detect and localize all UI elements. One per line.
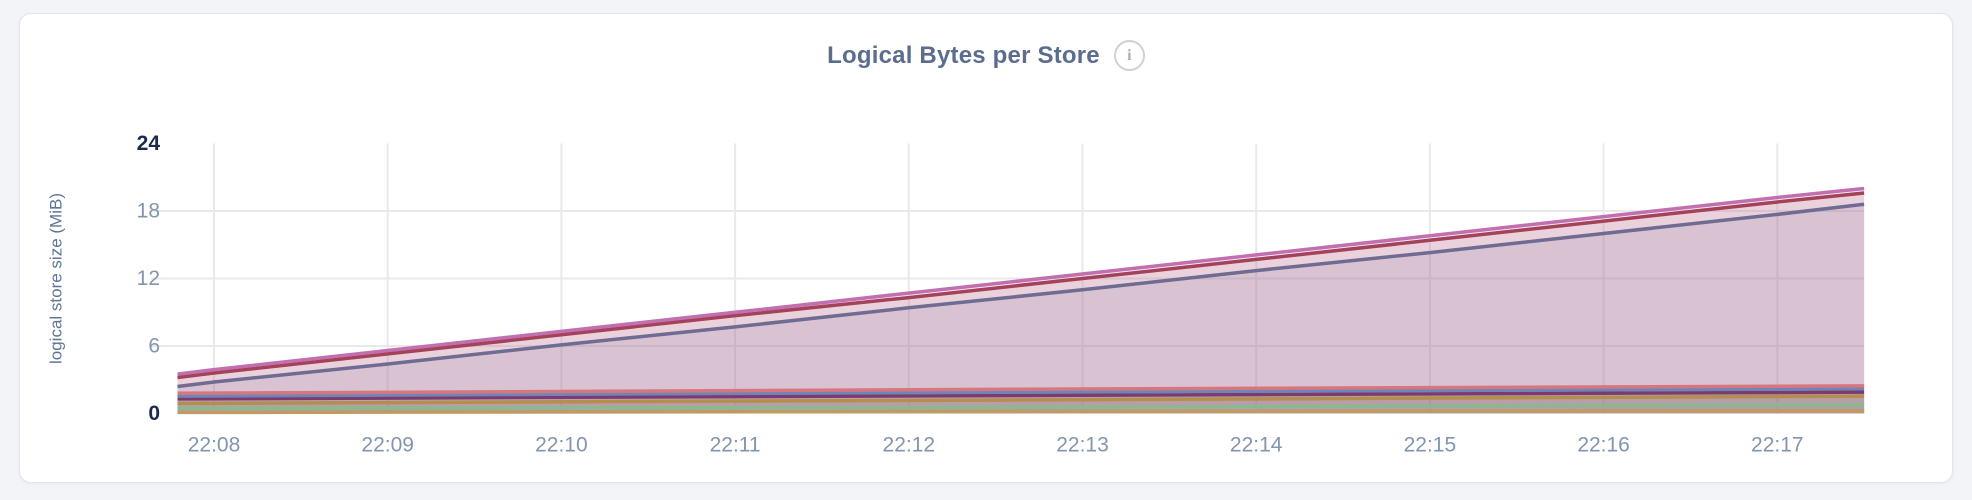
y-tick-label: 12 <box>137 267 160 290</box>
logical-bytes-per-store-chart[interactable]: 0 6 12 18 24 22:08 22:09 22:10 22:11 22:12 22:13 22… <box>20 14 1954 484</box>
x-tick-label: 22:16 <box>1577 433 1630 456</box>
y-axis-title: logical store size (MiB) <box>47 193 66 364</box>
y-tick-label: 6 <box>148 335 160 358</box>
series-1-area <box>177 188 1865 414</box>
x-tick-label: 22:12 <box>883 433 936 456</box>
series-1-line <box>177 186 1865 376</box>
series-5-line <box>177 387 1865 398</box>
info-circle-icon[interactable]: i <box>1113 40 1145 71</box>
chart-header: Logical Bytes per Store i <box>20 40 1952 71</box>
x-tick-label: 22:15 <box>1404 433 1457 456</box>
x-tick-label: 22:17 <box>1751 433 1804 456</box>
x-tick-label: 22:09 <box>361 433 414 456</box>
series-7-line <box>177 394 1865 406</box>
x-tick-label: 22:11 <box>710 433 761 456</box>
y-tick-label: 24 <box>137 132 161 155</box>
x-tick-label: 22:08 <box>188 433 241 456</box>
series-2-line <box>177 191 1865 380</box>
series-6-line <box>177 390 1865 401</box>
series-4-line <box>177 384 1865 396</box>
series-8-line <box>177 402 1865 411</box>
series-3-line <box>177 202 1865 389</box>
x-tick-label: 22:14 <box>1230 433 1283 456</box>
x-tick-label: 22:10 <box>535 433 588 456</box>
series-2-area <box>177 193 1865 414</box>
x-tick-label: 22:13 <box>1056 433 1109 456</box>
y-tick-label: 18 <box>137 200 160 223</box>
chart-title: Logical Bytes per Store <box>827 41 1100 69</box>
chart-card: Logical Bytes per Store i 0 6 12 18 24 22:08 2… <box>19 13 1953 483</box>
series-9-line <box>177 408 1865 415</box>
y-tick-label: 0 <box>148 402 160 425</box>
series-3-area <box>177 204 1865 414</box>
